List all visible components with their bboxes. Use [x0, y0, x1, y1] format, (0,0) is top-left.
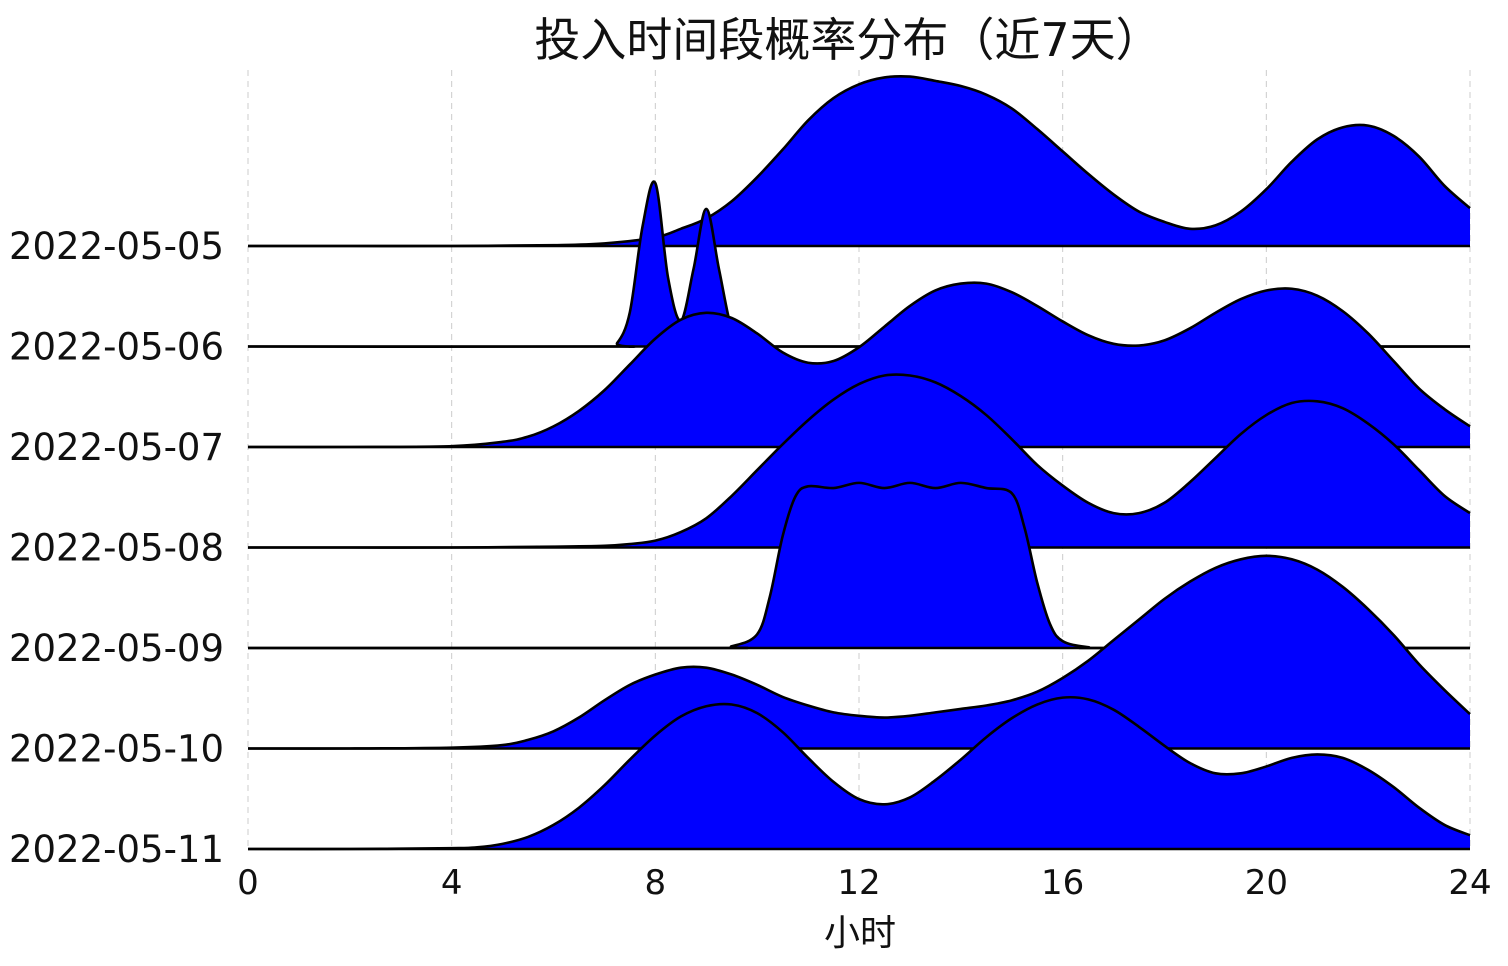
x-tick-label: 16	[1041, 863, 1084, 903]
x-tick-label: 20	[1245, 863, 1288, 903]
ridge-outline	[247, 481, 1471, 650]
ridge-outline	[247, 281, 1471, 449]
ridge-fill	[248, 697, 1470, 850]
y-tick-label: 2022-05-09	[9, 627, 224, 670]
ridge-outline	[247, 373, 1471, 549]
y-tick-label: 2022-05-06	[9, 326, 224, 369]
ridge-fill	[248, 555, 1470, 749]
x-tick-label: 8	[645, 863, 667, 903]
y-tick-label: 2022-05-07	[9, 426, 224, 469]
x-tick-label: 12	[837, 863, 880, 903]
x-tick-label: 4	[441, 863, 463, 903]
ridge-fill	[248, 282, 1470, 448]
ridge-outline	[247, 695, 1471, 851]
y-tick-label: 2022-05-05	[9, 225, 224, 268]
ridge-2022-05-11	[247, 695, 1471, 851]
ridge-2022-05-10	[247, 554, 1471, 750]
x-tick-label: 24	[1448, 863, 1491, 903]
chart-title: 投入时间段概率分布（近7天）	[534, 13, 1161, 67]
ridge-fill	[248, 374, 1470, 548]
y-axis-labels: 2022-05-05 2022-05-06 2022-05-07 2022-05-08…	[9, 225, 224, 871]
x-axis-ticks: 0 4 8 12 16 20 24	[237, 863, 1491, 903]
y-tick-label: 2022-05-11	[9, 828, 224, 871]
y-tick-label: 2022-05-08	[9, 527, 224, 570]
x-axis-label: 小时	[824, 913, 896, 954]
ridge-2022-05-05	[247, 74, 1471, 248]
ridge-fill	[248, 482, 1470, 649]
ridge-fill	[248, 76, 1470, 247]
x-tick-label: 0	[237, 863, 259, 903]
ridge-series	[247, 74, 1471, 851]
y-tick-label: 2022-05-10	[9, 728, 224, 771]
ridge-outline	[247, 554, 1471, 750]
ridge-outline	[247, 74, 1471, 248]
